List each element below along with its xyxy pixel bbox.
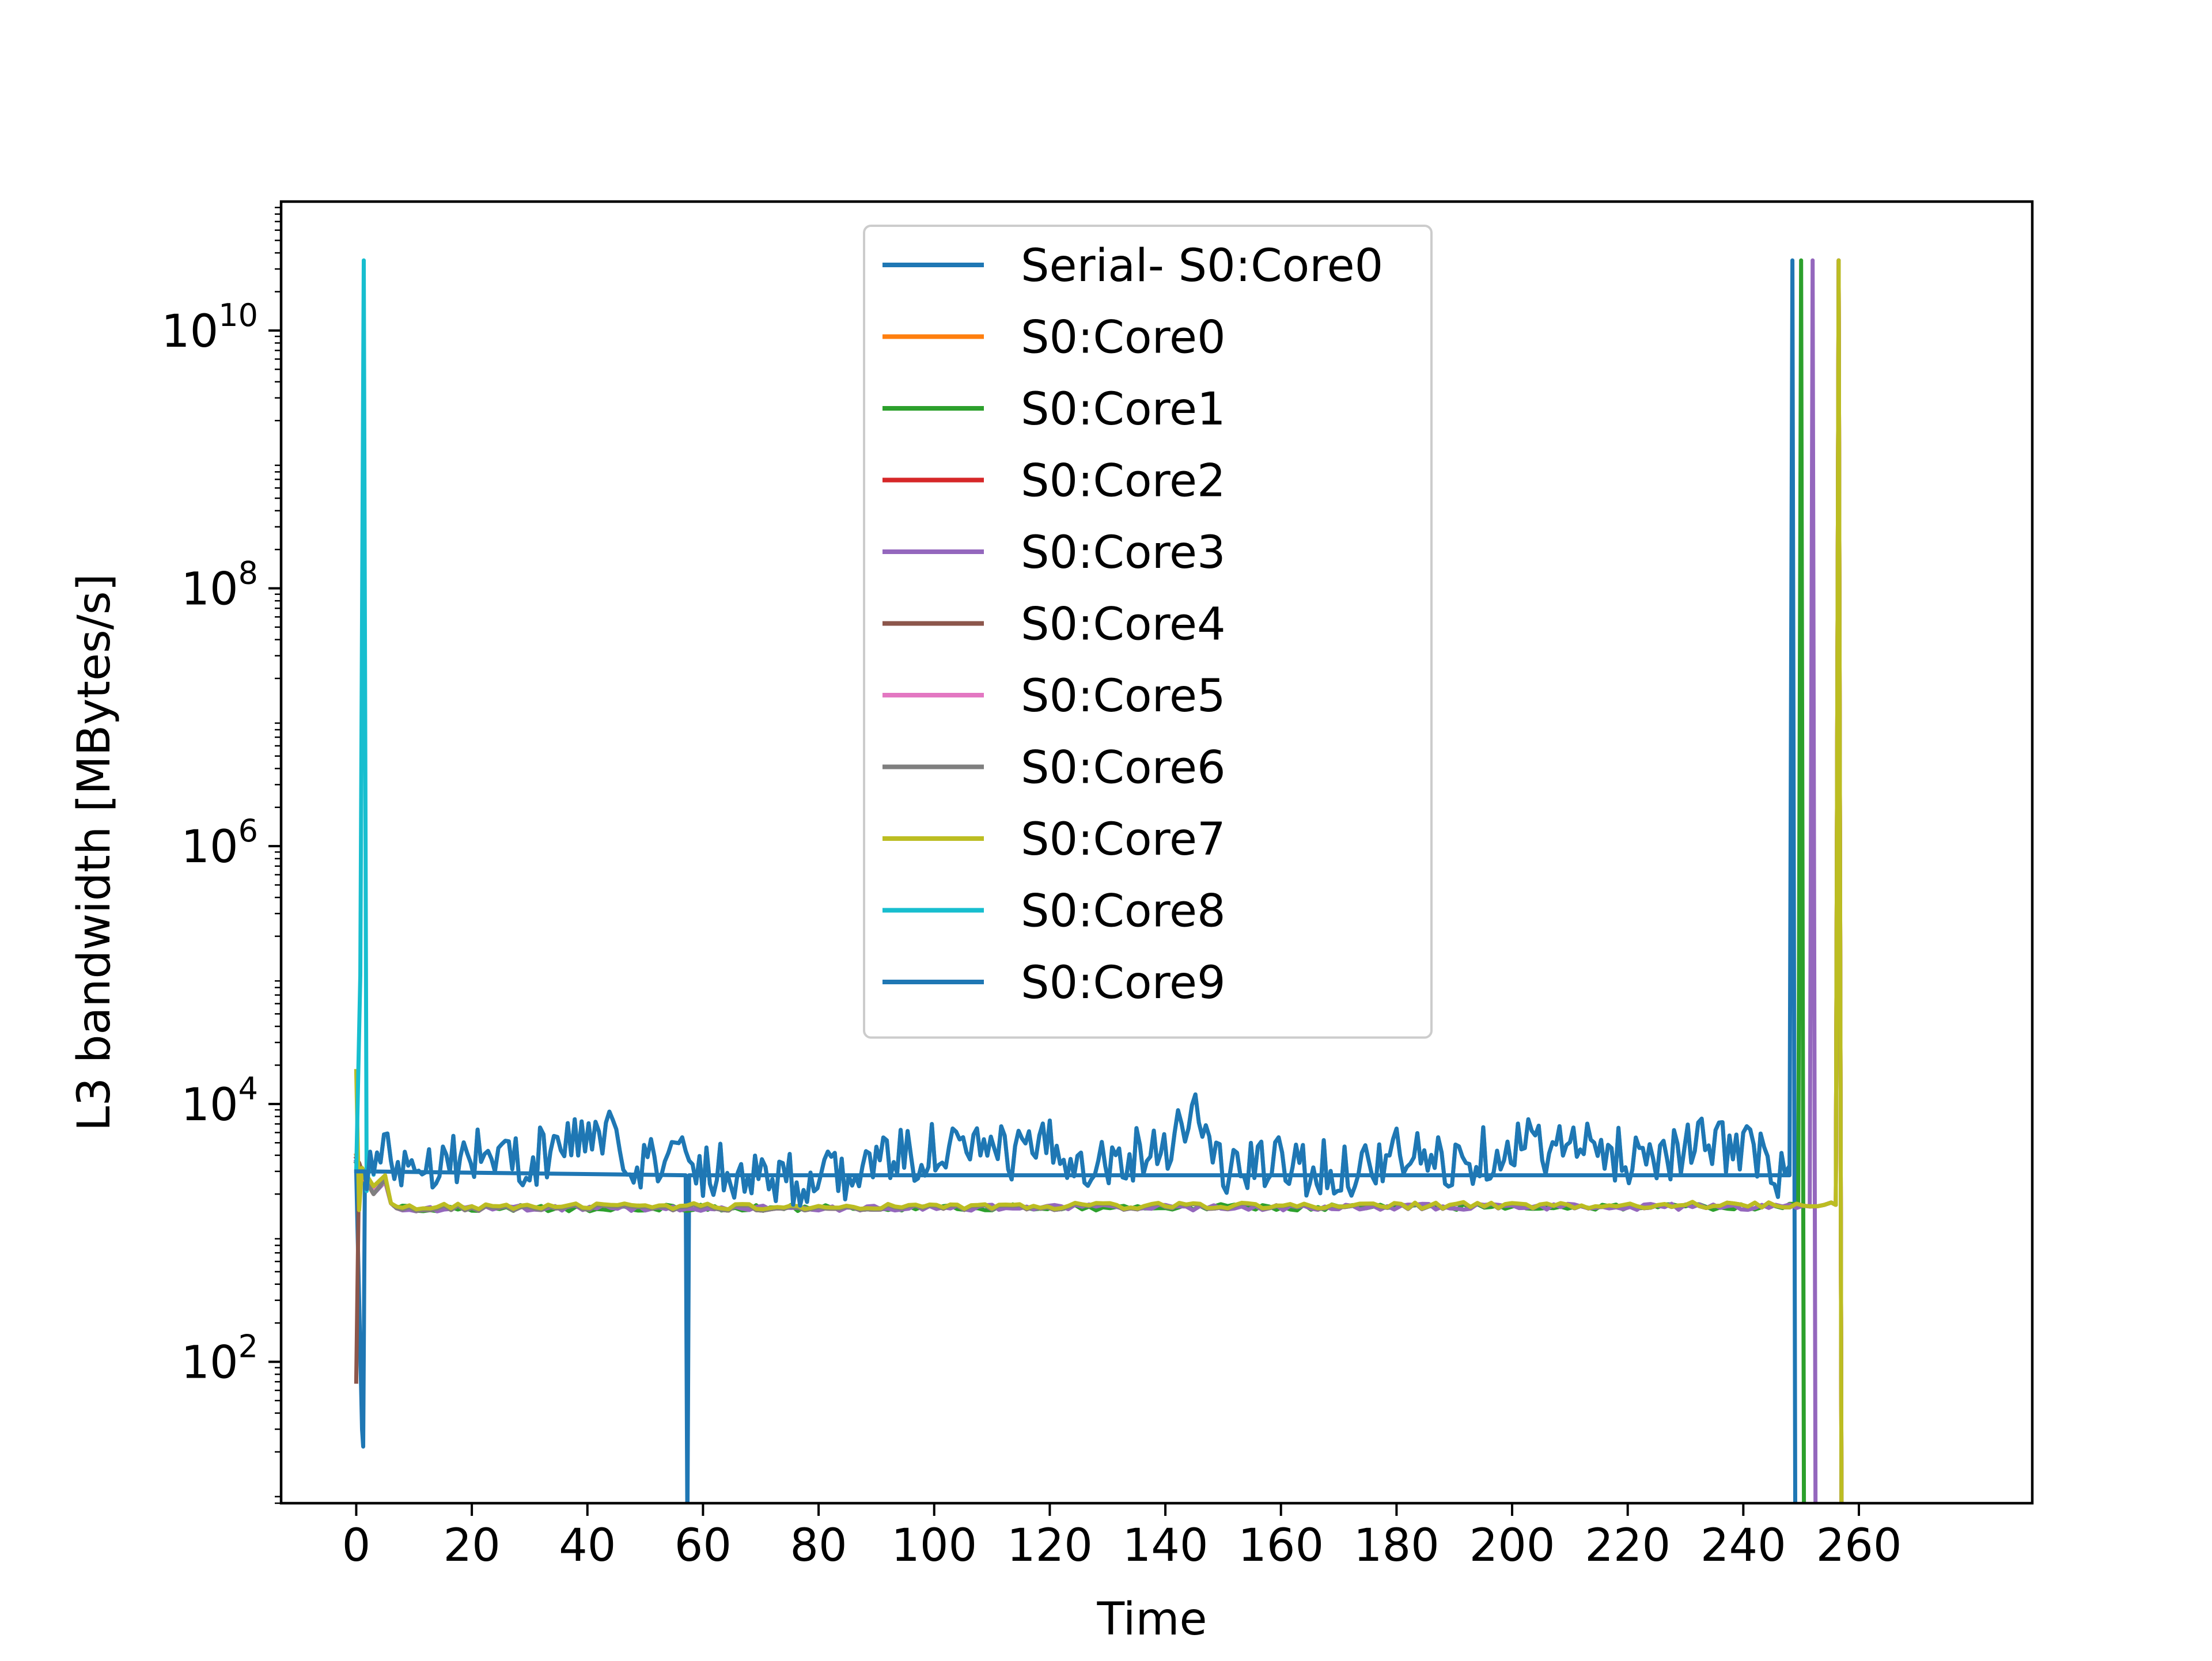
x-tick-label: 260 (1816, 1520, 1902, 1572)
x-tick-label: 40 (559, 1520, 616, 1572)
legend-label: S0:Core5 (1021, 670, 1226, 722)
series-layer (353, 258, 1844, 1503)
x-tick-label: 20 (443, 1520, 500, 1572)
legend-label: Serial- S0:Core0 (1021, 240, 1383, 292)
x-tick-label: 200 (1469, 1520, 1555, 1572)
series-line-8 (354, 258, 1844, 1503)
legend-label: S0:Core9 (1021, 957, 1226, 1009)
x-tick-label: 180 (1354, 1520, 1440, 1572)
x-tick-label: 160 (1238, 1520, 1324, 1572)
legend: Serial- S0:Core0 S0:Core0 S0:Core1 S0:Core2… (863, 225, 1433, 1039)
legend-box (863, 225, 1433, 1039)
y-tick-label: 104 (181, 1071, 258, 1131)
legend-label: S0:Core6 (1021, 742, 1226, 794)
axes-layer: 0 20 40 60 80 100 120 140 160 180 200 220 240 260 102 1… (161, 200, 2034, 1572)
legend-label: S0:Core2 (1021, 456, 1226, 507)
x-tick-label: 140 (1123, 1520, 1209, 1572)
x-tick-label: 120 (1007, 1520, 1093, 1572)
x-tick-label: 100 (891, 1520, 977, 1572)
y-tick-label: 106 (181, 813, 258, 873)
legend-label: S0:Core3 (1021, 527, 1226, 579)
legend-label: S0:Core1 (1021, 384, 1226, 435)
legend-label: S0:Core0 (1021, 312, 1226, 364)
y-axis-label: L3 bandwidth [MBytes/s] (69, 574, 120, 1131)
x-tick-label: 0 (342, 1520, 371, 1572)
series-line-0 (354, 258, 1797, 1503)
y-tick-label: 108 (181, 555, 258, 615)
legend-label: S0:Core8 (1021, 886, 1226, 938)
legend-label: S0:Core4 (1021, 599, 1226, 651)
y-tick-label: 102 (181, 1328, 258, 1389)
x-axis-label: Time (1097, 1594, 1207, 1645)
y-tick-label: 1010 (161, 297, 258, 358)
x-tick-label: 80 (790, 1520, 847, 1572)
series-line-10 (354, 1092, 1791, 1208)
x-tick-label: 60 (675, 1520, 732, 1572)
x-tick-label: 220 (1585, 1520, 1671, 1572)
legend-label: S0:Core7 (1021, 814, 1226, 866)
x-tick-label: 240 (1700, 1520, 1786, 1572)
